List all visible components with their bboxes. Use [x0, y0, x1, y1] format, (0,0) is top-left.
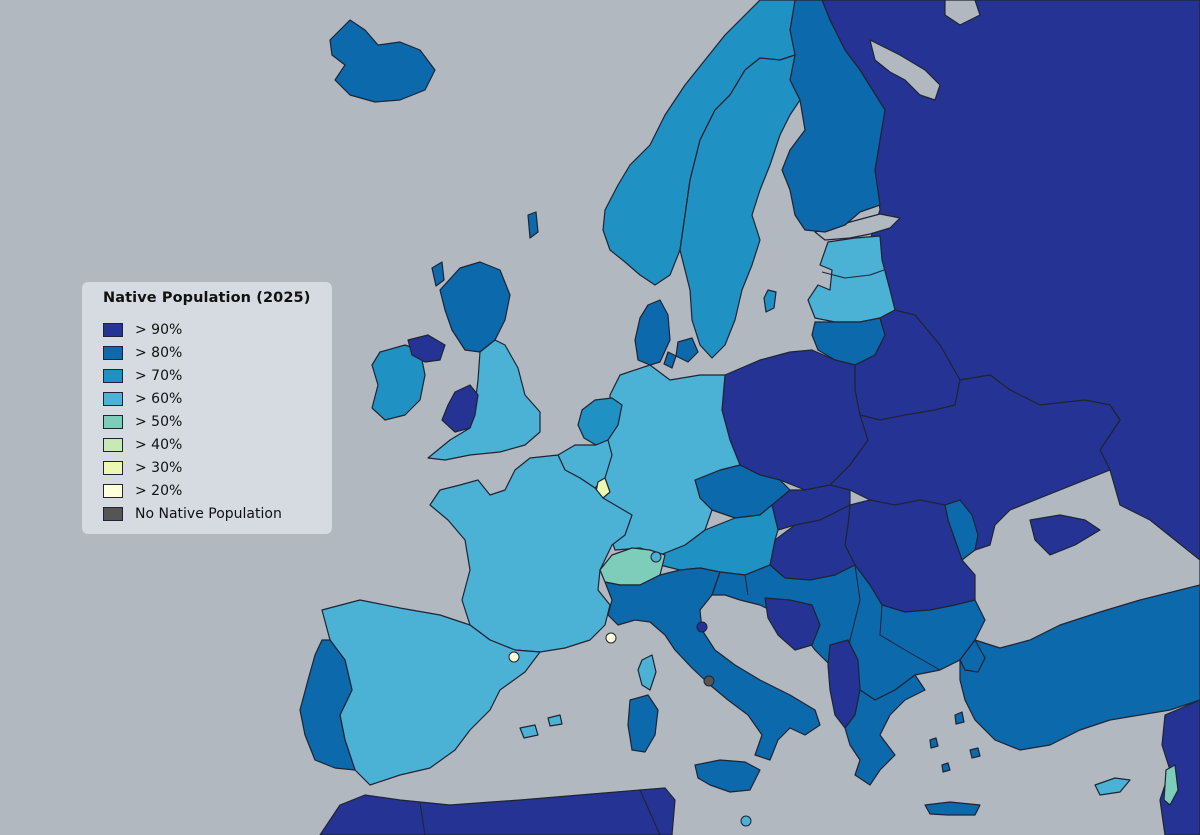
- region-russia-coast: [944, 0, 981, 26]
- legend-label: > 80%: [135, 344, 183, 361]
- region-mallorca: [519, 724, 539, 739]
- region-andorra: [508, 651, 520, 663]
- region-italy: [604, 567, 821, 761]
- region-slovakia: [771, 484, 851, 531]
- region-portugal: [299, 639, 356, 771]
- region-aegean-isle-4: [969, 747, 981, 759]
- region-wales: [441, 384, 479, 433]
- region-bosnia: [764, 597, 821, 651]
- legend-item: > 80%: [103, 341, 332, 364]
- region-netherlands: [577, 397, 623, 446]
- legend-item: > 60%: [103, 387, 332, 410]
- legend-label: > 20%: [135, 482, 183, 499]
- region-malta: [740, 815, 752, 827]
- legend-label: > 60%: [135, 390, 183, 407]
- legend-swatch: [103, 506, 123, 521]
- region-iceland: [329, 19, 436, 103]
- legend-swatch: [103, 414, 123, 429]
- legend-items: > 90% > 80% > 70% > 60% > 50% > 40% > 30% > 20%…: [103, 318, 332, 525]
- legend-item: > 20%: [103, 479, 332, 502]
- legend-item: > 90%: [103, 318, 332, 341]
- legend-item: > 50%: [103, 410, 332, 433]
- region-vatican: [703, 675, 715, 687]
- region-thrace: [959, 639, 986, 673]
- legend-item: No Native Population: [103, 502, 332, 525]
- legend-label: > 70%: [135, 367, 183, 384]
- legend-label: > 90%: [135, 321, 183, 338]
- region-shetland: [527, 211, 539, 239]
- region-sicily: [694, 759, 761, 793]
- legend-swatch: [103, 368, 123, 383]
- region-monaco: [605, 632, 617, 644]
- region-crimea: [1029, 514, 1101, 556]
- legend-item: > 40%: [103, 433, 332, 456]
- border-estonia-latvia: [821, 269, 885, 279]
- gulf-of-finland: [814, 213, 901, 241]
- legend-item: > 70%: [103, 364, 332, 387]
- legend-swatch: [103, 322, 123, 337]
- region-tunisia: [639, 787, 676, 835]
- region-hebrides: [431, 261, 445, 287]
- legend-swatch: [103, 437, 123, 452]
- region-northern-ireland: [407, 334, 446, 363]
- region-france: [429, 454, 633, 653]
- region-liechtenstein: [650, 551, 662, 563]
- region-levant: [1163, 764, 1179, 806]
- region-crete: [924, 801, 981, 816]
- region-aegean-isle-2: [954, 711, 965, 725]
- region-aegean-isle-1: [929, 737, 939, 749]
- legend-swatch: [103, 460, 123, 475]
- region-san-marino: [696, 621, 708, 633]
- legend-label: > 30%: [135, 459, 183, 476]
- region-scotland: [439, 261, 511, 353]
- border-balkans-2: [879, 604, 941, 671]
- border-balkans-3: [744, 574, 749, 596]
- region-corsica: [637, 654, 657, 691]
- legend-title: Native Population (2025): [103, 290, 311, 306]
- legend-item: > 30%: [103, 456, 332, 479]
- legend-swatch: [103, 483, 123, 498]
- legend-swatch: [103, 345, 123, 360]
- border-sweden-norway: [679, 69, 746, 251]
- white-sea: [869, 39, 941, 101]
- region-cyprus: [1094, 777, 1131, 796]
- region-sardinia: [627, 694, 659, 753]
- region-fyn: [663, 351, 677, 369]
- border-north-africa: [419, 802, 426, 835]
- legend-label: > 40%: [135, 436, 183, 453]
- legend-label: > 50%: [135, 413, 183, 430]
- legend-swatch: [103, 391, 123, 406]
- region-gotland: [763, 289, 777, 313]
- region-zealand: [675, 337, 699, 363]
- legend-label: No Native Population: [135, 505, 282, 522]
- region-denmark: [634, 299, 671, 366]
- region-greece: [844, 674, 926, 786]
- region-turkey: [959, 584, 1200, 751]
- legend: Native Population (2025) > 90% > 80% > 70%…: [82, 282, 332, 534]
- region-balearics: [547, 714, 563, 727]
- region-aegean-isle-3: [941, 762, 951, 773]
